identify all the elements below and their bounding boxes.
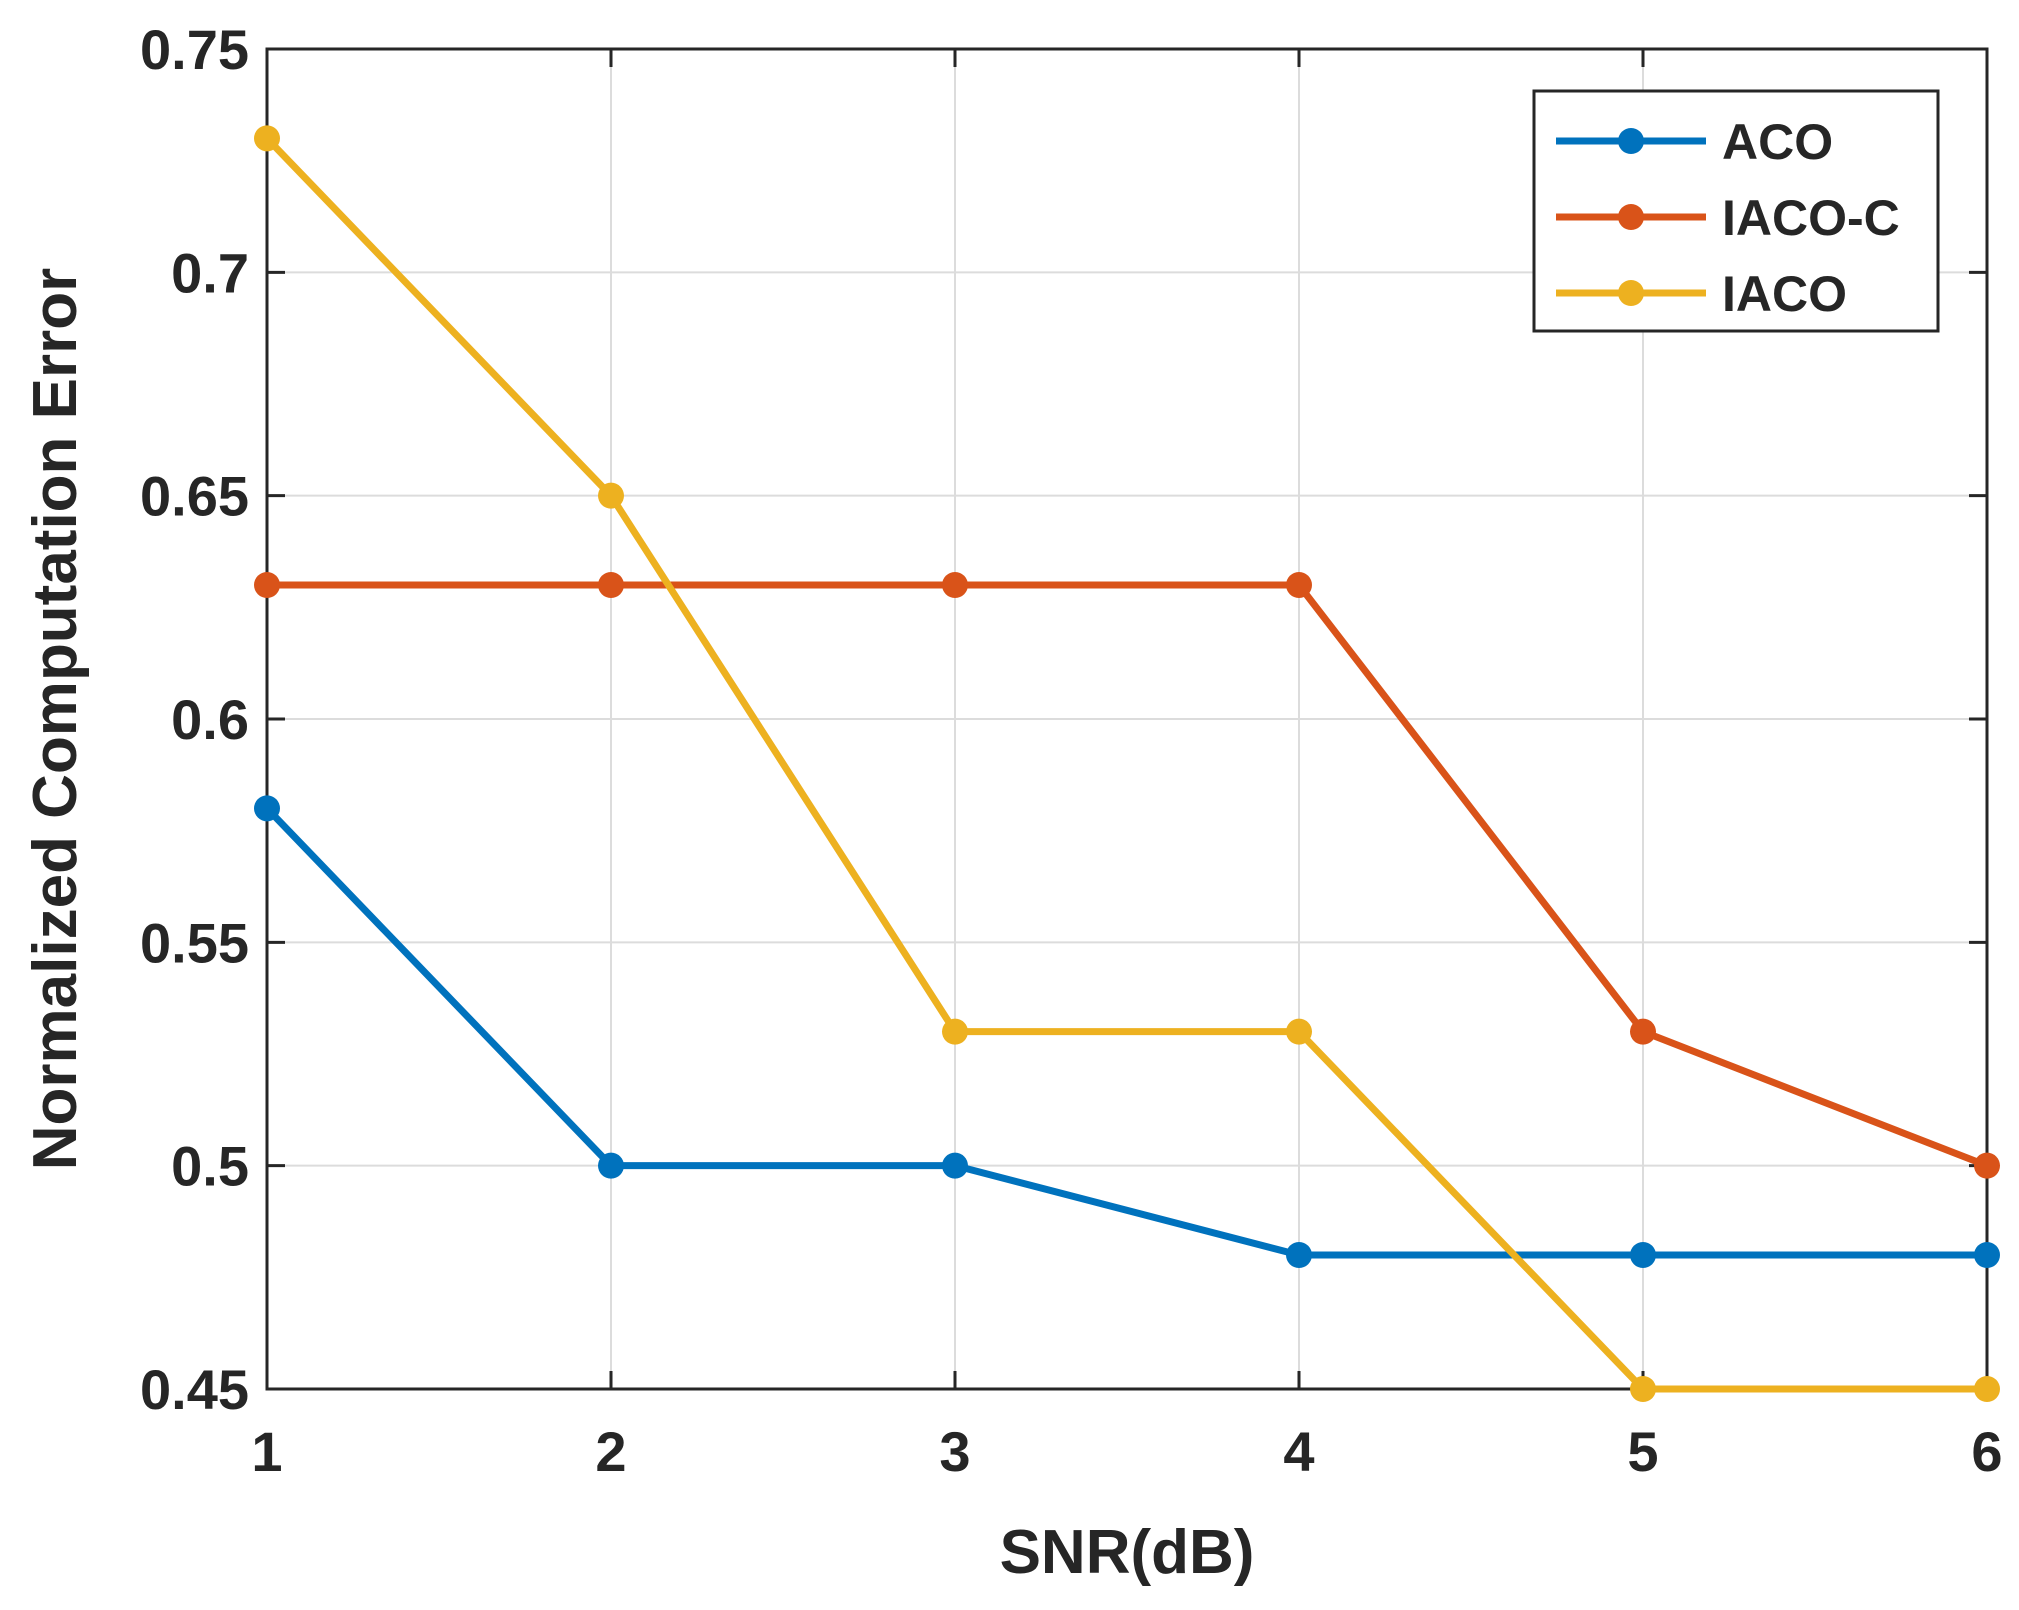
data-point <box>254 795 280 822</box>
data-point <box>1630 1376 1656 1402</box>
series-iaco <box>254 125 2000 1402</box>
data-point <box>1974 1152 2000 1179</box>
data-point <box>1286 1018 1312 1045</box>
data-point <box>598 482 624 509</box>
data-point <box>254 125 280 152</box>
legend-label: ACO <box>1722 114 1833 170</box>
legend-marker <box>1618 204 1644 230</box>
data-point <box>942 1018 968 1045</box>
legend-entry: ACO <box>1556 114 1833 170</box>
y-tick-label: 0.75 <box>140 18 249 81</box>
series-iaco-c <box>254 572 2000 1179</box>
data-point <box>598 1152 624 1179</box>
series-aco <box>254 795 2000 1268</box>
x-tick-label: 4 <box>1283 1420 1314 1483</box>
data-point <box>1286 1242 1312 1268</box>
plot-frame <box>265 47 1989 1391</box>
data-point <box>1974 1242 2000 1268</box>
series-line <box>264 805 1987 1259</box>
legend-entry: IACO-C <box>1556 190 1900 246</box>
y-tick-label: 0.5 <box>171 1135 249 1198</box>
x-axis-label: SNR(dB) <box>1000 1518 1255 1587</box>
legend: ACO IACO-C IACO <box>1532 89 1940 333</box>
x-tick-label: 1 <box>251 1420 282 1483</box>
series-line <box>264 135 1987 1393</box>
series <box>254 125 2000 1402</box>
legend-marker <box>1618 280 1644 306</box>
y-tick-label: 0.55 <box>140 911 249 974</box>
legend-marker <box>1618 128 1644 154</box>
data-point <box>942 572 968 598</box>
x-tick-label: 6 <box>1971 1420 2002 1483</box>
axis-ticks: 1 2 3 4 5 6 0.45 0.5 0.55 0.6 0.65 0.7 0.75 <box>140 18 2003 1483</box>
y-tick-label: 0.7 <box>171 241 249 304</box>
y-tick-label: 0.45 <box>140 1358 249 1421</box>
y-tick-label: 0.6 <box>171 688 249 751</box>
data-point <box>254 572 280 598</box>
y-axis-label: Normalized Computation Error <box>21 268 90 1171</box>
data-point <box>942 1152 968 1179</box>
legend-entry: IACO <box>1556 266 1847 322</box>
y-tick-label: 0.65 <box>140 465 249 528</box>
legend-label: IACO-C <box>1722 190 1900 246</box>
x-tick-label: 5 <box>1627 1420 1658 1483</box>
x-tick-label: 2 <box>595 1420 626 1483</box>
data-point <box>1974 1376 2000 1402</box>
data-point <box>1286 572 1312 598</box>
legend-label: IACO <box>1722 266 1847 322</box>
data-point <box>598 572 624 598</box>
data-point <box>1630 1018 1656 1045</box>
series-line <box>267 581 1989 1169</box>
x-tick-label: 3 <box>939 1420 970 1483</box>
data-point <box>1630 1242 1656 1268</box>
